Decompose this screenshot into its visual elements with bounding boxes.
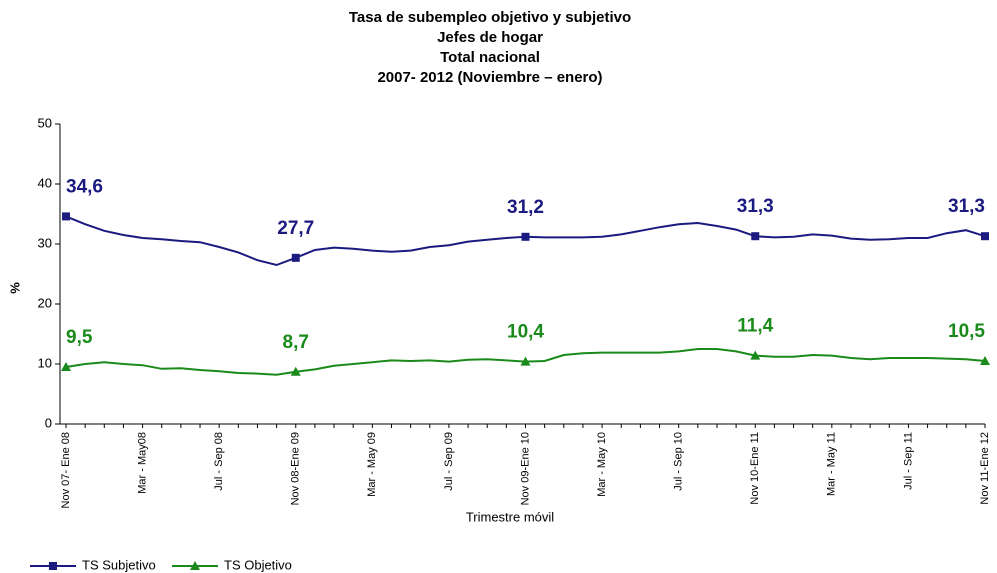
marker (751, 232, 760, 241)
marker (980, 356, 990, 365)
y-tick-label: 40 (38, 175, 52, 190)
marker (290, 366, 301, 376)
data-label: 31,3 (948, 196, 985, 217)
x-tick-label: Nov 10-Ene 11 (749, 432, 761, 505)
marker (521, 232, 530, 241)
marker (981, 232, 989, 241)
x-tick-label: Jul - Sep 08 (213, 432, 225, 491)
chart-title: Total nacional (440, 49, 540, 66)
marker (291, 253, 300, 262)
x-tick-label: Mar - May08 (136, 432, 148, 494)
chart-title: 2007- 2012 (Noviembre – enero) (377, 69, 602, 86)
y-tick-label: 0 (45, 415, 52, 430)
data-label: 10,5 (948, 321, 985, 342)
data-label: 10,4 (507, 322, 544, 343)
data-label: 9,5 (66, 327, 93, 348)
y-axis-title: % (7, 282, 22, 294)
marker (750, 350, 761, 360)
x-tick-label: Mar - May 09 (366, 432, 378, 497)
marker (61, 362, 71, 371)
marker (520, 356, 531, 366)
data-label: 8,7 (283, 332, 309, 353)
x-tick-label: Jul - Sep 09 (443, 432, 455, 491)
legend-label: TS Objetivo (224, 557, 292, 572)
x-tick-label: Nov 07- Ene 08 (60, 432, 72, 508)
x-tick-label: Nov 11-Ene 12 (979, 432, 991, 505)
data-label: 11,4 (737, 316, 773, 337)
x-tick-label: Mar - May 10 (596, 432, 608, 497)
x-tick-label: Nov 08-Ene 09 (290, 432, 302, 505)
y-tick-label: 30 (38, 235, 52, 250)
x-axis-title: Trimestre móvil (466, 509, 554, 524)
chart-title: Jefes de hogar (437, 29, 543, 46)
y-tick-label: 50 (38, 115, 52, 130)
x-tick-label: Nov 09-Ene 10 (519, 432, 531, 505)
chart-title: Tasa de subempleo objetivo y subjetivo (349, 9, 631, 26)
data-label: 27,7 (277, 218, 314, 239)
y-tick-label: 10 (38, 355, 52, 370)
data-label: 31,3 (737, 196, 774, 217)
data-label: 34,6 (66, 176, 103, 197)
marker (190, 561, 200, 570)
data-label: 31,2 (507, 197, 544, 218)
x-tick-label: Jul - Sep 10 (673, 432, 685, 491)
x-tick-label: Mar - May 11 (826, 432, 838, 496)
x-tick-label: Jul - Sep 11 (902, 432, 914, 490)
y-tick-label: 20 (38, 295, 52, 310)
legend-label: TS Subjetivo (82, 557, 156, 572)
marker (62, 212, 70, 221)
marker (49, 562, 57, 570)
